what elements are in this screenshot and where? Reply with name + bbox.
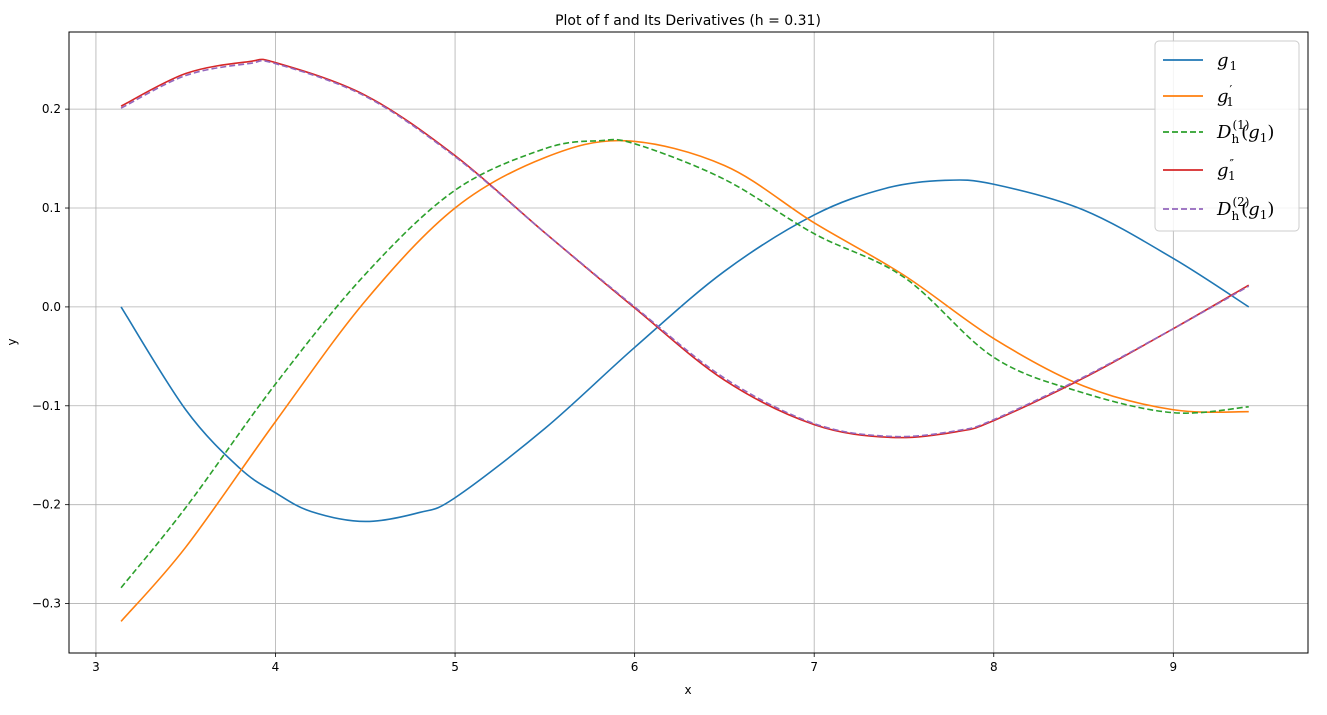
- x-axis-label: x: [684, 683, 691, 697]
- y-tick-label: 0.0: [42, 300, 61, 314]
- y-axis-label: y: [5, 338, 19, 345]
- series-line-g1: [120, 179, 1250, 523]
- y-tick-label: 0.2: [42, 102, 61, 116]
- x-tick-label: 9: [1170, 660, 1178, 674]
- legend: g1 g′ 1 D(1) h (g1) g″ 1 D(2) h (g1): [1154, 40, 1300, 232]
- chart-title: Plot of f and Its Derivatives (h = 0.31): [555, 13, 821, 29]
- x-tick-label: 6: [631, 660, 639, 674]
- series-layer: [120, 58, 1250, 622]
- series-line-g1_double_prime: [120, 58, 1250, 439]
- y-tick-label: −0.3: [32, 597, 61, 611]
- x-tick-label: 8: [990, 660, 998, 674]
- legend-label-Dh2_g1: D(2) h (g1): [1216, 195, 1274, 223]
- series-line-g1_prime: [120, 139, 1249, 622]
- x-tick-label: 4: [272, 660, 280, 674]
- legend-label-Dh1_g1: D(1) h (g1): [1216, 118, 1274, 146]
- legend-label-g1: g1: [1217, 50, 1237, 73]
- legend-label-g1_double_prime: g″ 1: [1217, 157, 1236, 183]
- x-axis: 3 4 5 6 7 8 9: [92, 653, 1177, 674]
- y-tick-label: −0.1: [32, 399, 61, 413]
- series-line-Dh1_g1: [120, 138, 1249, 589]
- x-tick-label: 7: [810, 660, 818, 674]
- grid: [69, 32, 1308, 653]
- y-tick-label: −0.2: [32, 498, 61, 512]
- y-tick-label: 0.1: [42, 201, 61, 215]
- plot-frame: [68, 31, 1309, 654]
- legend-box: [1154, 40, 1300, 232]
- legend-label-g1_prime: g′ 1: [1217, 83, 1234, 109]
- y-axis: −0.3 −0.2 −0.1 0.0 0.1 0.2: [32, 102, 69, 611]
- series-line-Dh2_g1: [120, 59, 1250, 438]
- x-tick-label: 3: [92, 660, 100, 674]
- x-tick-label: 5: [451, 660, 459, 674]
